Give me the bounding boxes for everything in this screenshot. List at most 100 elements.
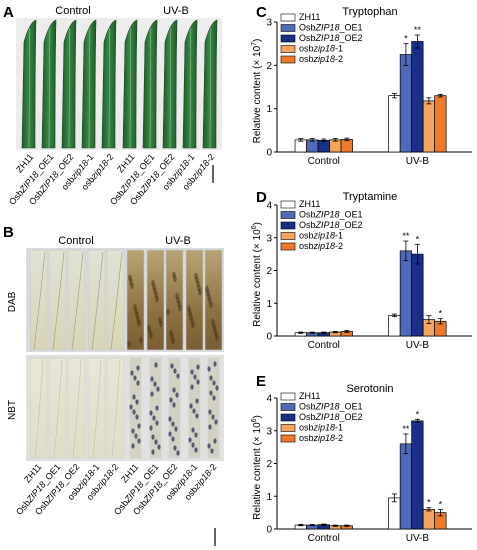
leaf-a-midrib-4: [88, 27, 90, 149]
nbt-stain-spot: [192, 408, 196, 414]
panel-label-d: D: [256, 189, 267, 206]
nbt-stain-spot: [208, 424, 212, 430]
bar: [388, 95, 401, 153]
dab-stain-spot: [198, 288, 202, 296]
y-tick-label: 3: [266, 233, 272, 244]
nbt-leaf-vein-3: [72, 359, 82, 459]
nbt-leaf-vein-5: [111, 359, 121, 459]
x-category-label: Control: [308, 156, 340, 167]
nbt-leaf-8: [168, 357, 181, 459]
leaf-a-midrib-3: [68, 27, 70, 149]
legend-swatch: [280, 55, 296, 64]
panel-b-row-nbt: NBT: [7, 400, 18, 420]
nbt-stain-spot: [215, 385, 219, 391]
nbt-stain-spot: [154, 439, 158, 445]
legend-swatch: [280, 45, 296, 53]
nbt-stain-spot: [175, 392, 179, 398]
nbt-stain-spot: [131, 428, 135, 434]
y-axis-label-close: ): [252, 39, 263, 42]
panel-b-row-dab: DAB: [7, 291, 18, 312]
x-category-label: Control: [308, 533, 340, 544]
legend-swatch: [280, 24, 296, 32]
dab-leaf-5: [106, 249, 125, 351]
panel-b-leaves: [29, 249, 223, 459]
dab-stain-spot: [155, 295, 159, 303]
nbt-leaf-vein-2: [53, 359, 63, 459]
significance-marker: *: [439, 499, 443, 509]
chart-title: Serotonin: [346, 383, 393, 395]
panel-a-sample-labels: ZH11OsbZIP18_OE1OsbZIP18_OE2osbzip18-1os…: [7, 152, 217, 207]
leaf-a-4: [81, 19, 97, 149]
nbt-stain-spot: [156, 386, 160, 392]
leaf-a-1: [21, 19, 37, 149]
leaf-a-2: [41, 19, 57, 149]
nbt-stain-spot: [211, 414, 215, 420]
nbt-leaf-2: [48, 357, 67, 459]
leaf-a-8: [162, 19, 178, 149]
dab-leaf-vein-2: [52, 251, 65, 351]
nbt-stain-spot: [130, 370, 134, 376]
legend-entry: ZH11: [299, 391, 320, 401]
dab-leaf-4: [87, 249, 106, 351]
x-category-label: Control: [308, 340, 340, 351]
nbt-stain-spot: [176, 373, 180, 379]
nbt-stain-spot: [173, 368, 177, 374]
bar: [306, 139, 319, 153]
nbt-stain-spot: [151, 449, 155, 455]
y-axis-label-exponent: 7: [251, 42, 258, 46]
y-tick-label: 1: [266, 492, 272, 503]
bar: [399, 443, 412, 530]
y-tick-label: 2: [266, 266, 272, 277]
chart-title: Tryptamine: [343, 191, 398, 203]
dab-leaf-1: [29, 249, 48, 351]
y-axis-label-text: Relative content (× 10: [252, 422, 263, 520]
nbt-stain-spot: [135, 414, 139, 420]
legend-entry: OsbZIP18_OE2: [299, 412, 363, 422]
nbt-stain-spot: [132, 394, 136, 400]
x-category-label: UV-B: [406, 156, 430, 167]
dab-stain-spot: [137, 319, 141, 327]
nbt-stain-spot: [135, 399, 139, 405]
nbt-leaf-vein-1: [34, 359, 44, 459]
nbt-leaf-9: [188, 357, 201, 459]
legend-entry: osbzip18-1: [299, 44, 343, 54]
nbt-stain-spot: [213, 438, 217, 444]
nbt-stain-spot: [189, 403, 193, 409]
legend-swatch: [280, 392, 296, 401]
nbt-leaf-vein-4: [92, 359, 102, 459]
dab-leaf-9: [185, 249, 204, 351]
nbt-stain-spot: [149, 410, 153, 416]
y-tick-label: 2: [266, 61, 272, 72]
panel-label-a: A: [3, 4, 14, 21]
legend-swatch: [280, 13, 296, 22]
nbt-stain-spot: [196, 379, 200, 385]
nbt-stain-spot: [209, 375, 213, 381]
nbt-stain-spot: [150, 376, 154, 382]
legend-entry: OsbZIP18_OE2: [299, 220, 363, 230]
nbt-stain-spot: [173, 445, 177, 451]
nbt-stain-spot: [134, 433, 138, 439]
nbt-stain-spot: [153, 381, 157, 387]
x-category-label: UV-B: [406, 340, 430, 351]
nbt-stain-spot: [207, 443, 211, 449]
nbt-stain-spot: [157, 444, 161, 450]
nbt-stain-spot: [207, 366, 211, 372]
dab-leaf-2: [48, 249, 67, 351]
nbt-stain-spot: [172, 402, 176, 408]
panel-label-c: C: [256, 4, 267, 21]
panel-label-b: B: [3, 224, 14, 241]
significance-marker: **: [414, 25, 422, 35]
leaf-a-midrib-10: [209, 27, 211, 149]
dab-stain-spot: [171, 337, 175, 345]
nbt-stain-spot: [212, 380, 216, 386]
nbt-stain-spot: [171, 421, 175, 427]
nbt-stain-spot: [169, 397, 173, 403]
legend-swatch: [280, 200, 296, 209]
legend-entry: OsbZIP18_OE2: [299, 33, 363, 43]
nbt-stain-spot: [137, 438, 141, 444]
dab-stain-spot: [215, 334, 219, 342]
bar: [329, 139, 342, 153]
dab-leaf-vein-4: [91, 251, 104, 351]
